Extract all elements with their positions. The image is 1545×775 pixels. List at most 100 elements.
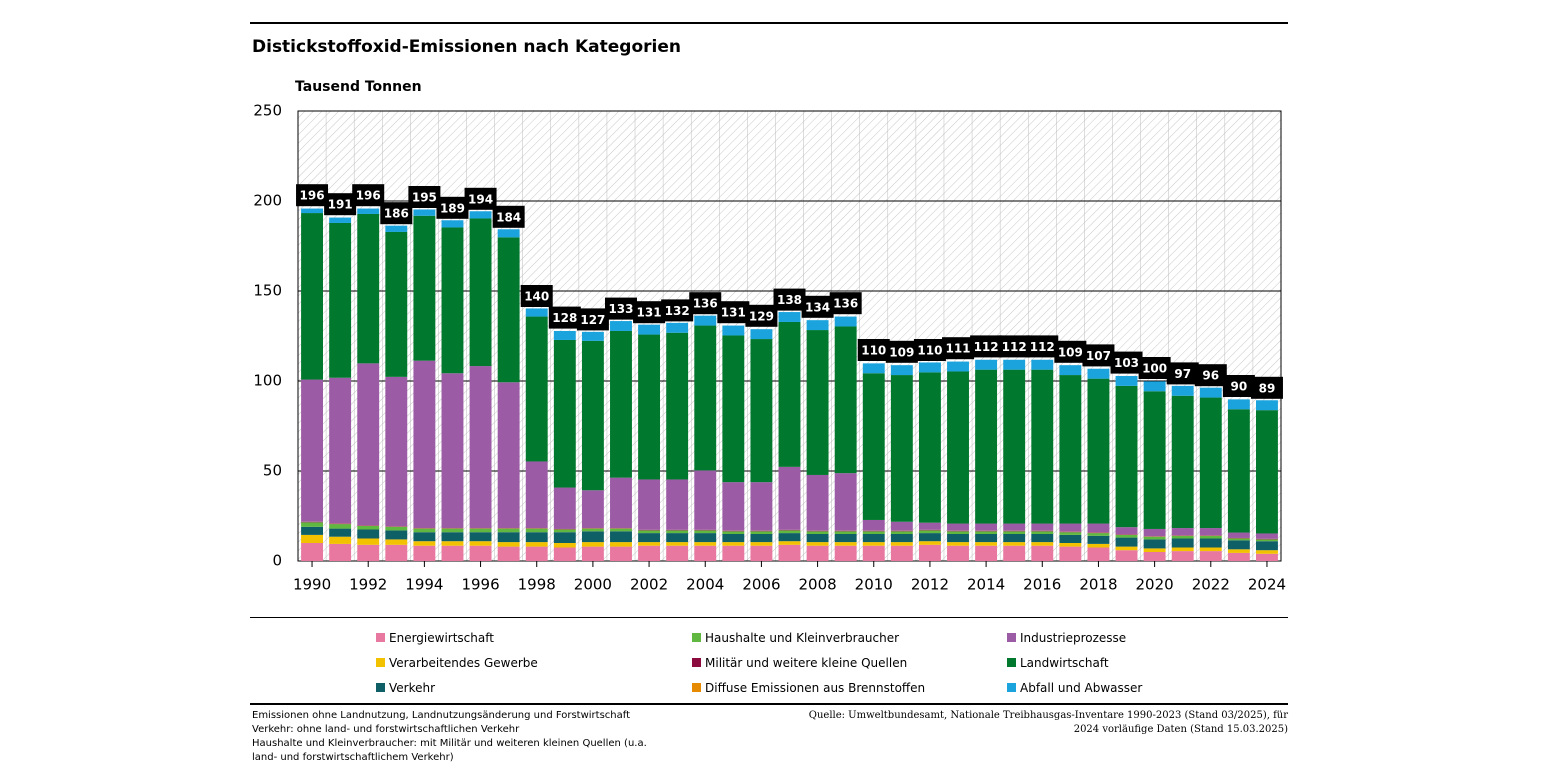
bar-segment [1171,538,1194,548]
bar-segment [441,532,464,542]
bar-segment [357,525,380,530]
bar-segment [1115,550,1138,561]
bar-segment [1227,549,1250,553]
total-label-box [1110,351,1143,374]
bar-segment [722,545,745,561]
bar-segment [469,218,492,367]
bar-segment [301,543,323,561]
bar-segment [890,534,913,543]
bar-segment [638,324,661,335]
total-label: 103 [1114,356,1139,370]
bar-segment [301,208,323,214]
total-label: 134 [805,300,830,314]
legend-label: Verkehr [389,680,436,695]
total-label-box [408,186,441,208]
bar-segment [1087,523,1110,533]
bar-segment [441,528,464,533]
total-label-box [829,292,862,315]
bar-segment [918,362,941,373]
note: Emissionen ohne Landnutzung, Landnutzung… [252,710,631,721]
bar-segment [525,546,548,561]
bar-segment [413,541,436,546]
chart-title: Distickstoffoxid-Emissionen nach Kategor… [252,37,681,57]
total-label-box [1222,375,1255,397]
bar-segment [1087,533,1110,536]
bar-segment [1199,547,1222,552]
note: Haushalte und Kleinverbraucher: mit Mili… [252,738,647,763]
total-label-box [1166,362,1199,385]
source: Quelle: Umweltbundesamt, Nationale Treib… [808,710,1288,735]
bar-segment [329,377,352,524]
bar-segment [778,321,801,467]
bar-segment [890,521,913,531]
bar-segment [1227,538,1250,541]
bar-segment [1143,539,1166,549]
total-label-box [464,187,497,210]
bar-segment [525,316,548,462]
bar-segment [694,470,717,530]
bar-segment [1256,533,1278,539]
legend-label: Diffuse Emissionen aus Brennstoffen [705,680,926,695]
y-tick-label: 150 [253,282,282,300]
bar-segment [862,545,885,561]
bar-segment [413,209,436,216]
total-label: 100 [1142,362,1167,376]
y-tick-label: 250 [253,102,282,120]
bar-segment [1115,546,1138,551]
total-label: 138 [777,293,802,307]
legend-item: Abfall und Abwasser [1007,679,1307,696]
axis-title: Tausend Tonnen [295,79,422,95]
total-label-box [913,339,946,361]
bar-segment [553,339,576,488]
bar-segment [694,545,717,561]
bar-segment [385,225,408,232]
bar-segment [750,531,773,534]
legend-item: Landwirtschaft [1007,654,1307,671]
bar-segment [638,542,661,546]
total-label: 132 [665,304,690,318]
bar-segment [666,545,689,561]
total-label-box [604,297,637,320]
total-label: 133 [608,302,633,316]
bar-segment [1171,551,1194,561]
bar-segment [357,529,380,539]
bar-segment [553,543,576,548]
bar-segment [722,534,745,543]
bar-segment [918,533,941,542]
bar-segment [385,530,408,540]
bar-segment [329,528,352,537]
bar-segment [1256,550,1278,554]
bar-segment [778,533,801,542]
bar-segment [890,545,913,561]
bar-segment [469,528,492,533]
x-tick-label: 1992 [349,576,387,594]
bar-segment [1199,387,1222,398]
bar-segment [553,529,576,533]
bar-segment [581,331,604,341]
bar-segment [357,544,380,561]
bar-segment [890,531,913,534]
total-label-box [380,202,413,225]
bar-segment [1143,548,1166,552]
y-tick-label: 200 [253,192,282,210]
bar-segment [722,542,745,546]
bar-segment [301,213,323,380]
bar-segment [806,330,829,475]
total-label: 128 [552,311,577,325]
legend-swatch [692,658,701,667]
bar-segment [947,534,969,543]
bar-segment [1171,528,1194,536]
total-label: 184 [496,210,521,224]
bar-segment [890,365,913,376]
bar-segment [1199,535,1222,539]
bar-segment [918,530,941,534]
bar-segment [1143,391,1166,529]
bar-segment [1256,541,1278,551]
bar-segment [862,519,885,531]
legend-label: Landwirtschaft [1020,655,1109,670]
bar-segment [610,330,632,478]
bar-segment [1143,536,1166,540]
bar-segment [694,533,717,543]
bar-segment [890,375,913,522]
bar-segment [806,534,829,543]
